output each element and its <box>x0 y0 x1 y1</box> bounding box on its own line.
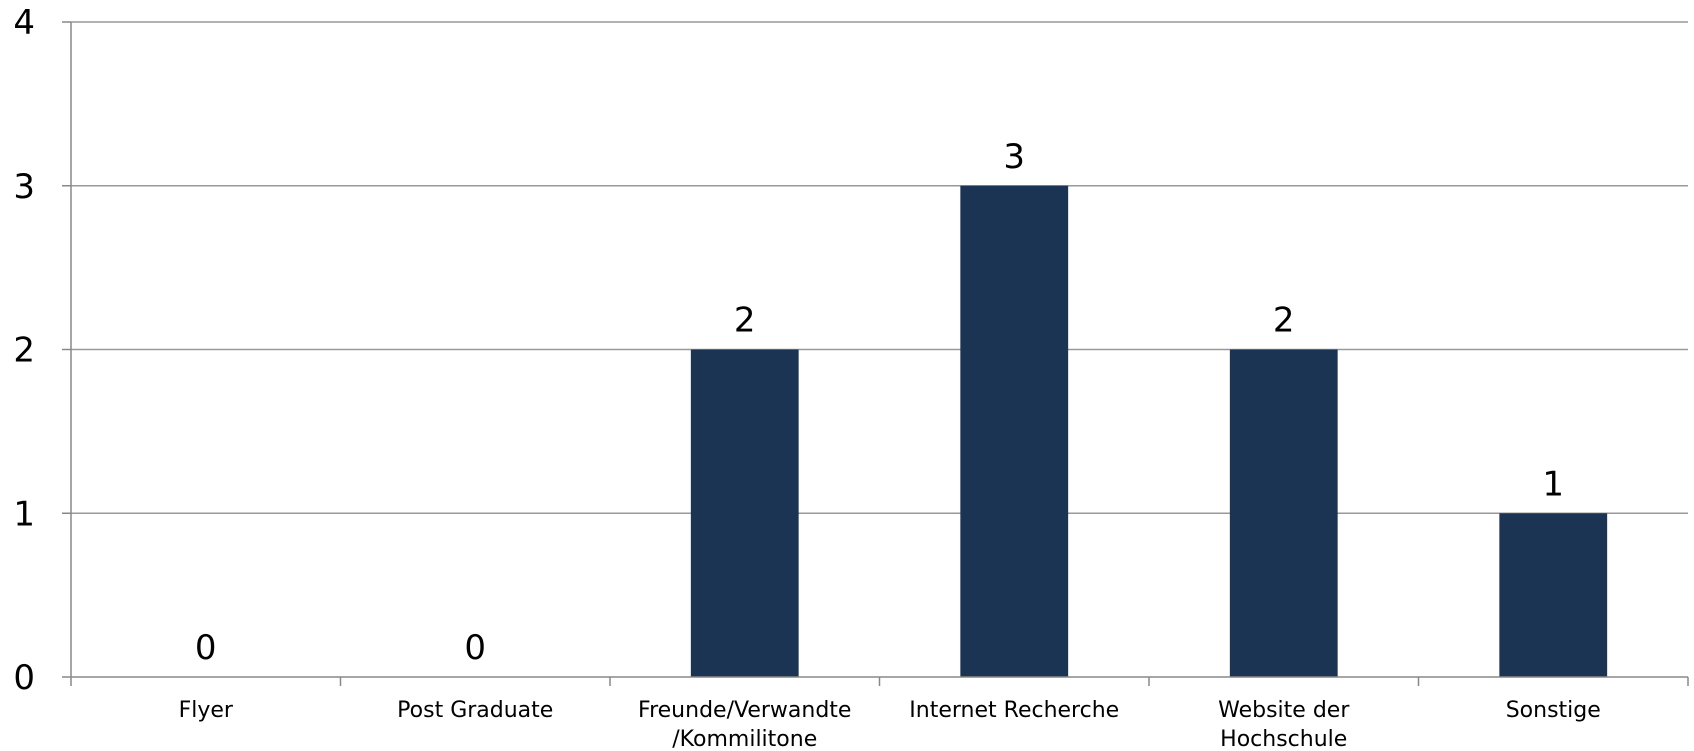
x-tick-label-line: Internet Recherche <box>909 698 1119 723</box>
x-tick-label: Freunde/Verwandte/Kommilitone <box>638 698 851 751</box>
x-tick-label-line: /Kommilitone <box>672 727 817 751</box>
data-label: 3 <box>1003 137 1025 177</box>
x-tick-label-line: Hochschule <box>1220 727 1347 751</box>
bar <box>1499 513 1608 677</box>
x-tick-label-line: Website der <box>1218 698 1350 723</box>
labels: 0 1 2 3 4 0 Flyer 0 Post Graduate 2 Freunde/Verwan… <box>13 3 1600 751</box>
x-tick-label: Post Graduate <box>397 698 553 723</box>
data-label: 0 <box>195 628 217 668</box>
axes <box>62 21 1689 686</box>
y-tick-label: 3 <box>13 167 35 207</box>
x-tick-label: Website der Hochschule <box>1218 698 1350 751</box>
y-tick-label: 0 <box>13 658 35 698</box>
x-tick-label-line: Sonstige <box>1506 698 1601 723</box>
x-tick-label: Sonstige <box>1506 698 1601 723</box>
y-tick-label: 2 <box>13 331 35 371</box>
y-tick-label: 1 <box>13 494 35 534</box>
data-label: 2 <box>1273 301 1295 341</box>
x-tick-label-line: Freunde/Verwandte <box>638 698 851 723</box>
data-label: 2 <box>734 301 756 341</box>
x-tick-label-line: Post Graduate <box>397 698 553 723</box>
bars <box>690 185 1608 677</box>
bar <box>960 185 1069 677</box>
data-label: 1 <box>1542 464 1564 504</box>
y-tick-label: 4 <box>13 3 35 43</box>
gridlines <box>71 21 1688 514</box>
x-tick-label-line: Flyer <box>179 698 234 723</box>
x-tick-label: Internet Recherche <box>909 698 1119 723</box>
data-label: 0 <box>464 628 486 668</box>
bar <box>1229 349 1338 677</box>
x-tick-label: Flyer <box>179 698 234 723</box>
bar <box>690 349 799 677</box>
